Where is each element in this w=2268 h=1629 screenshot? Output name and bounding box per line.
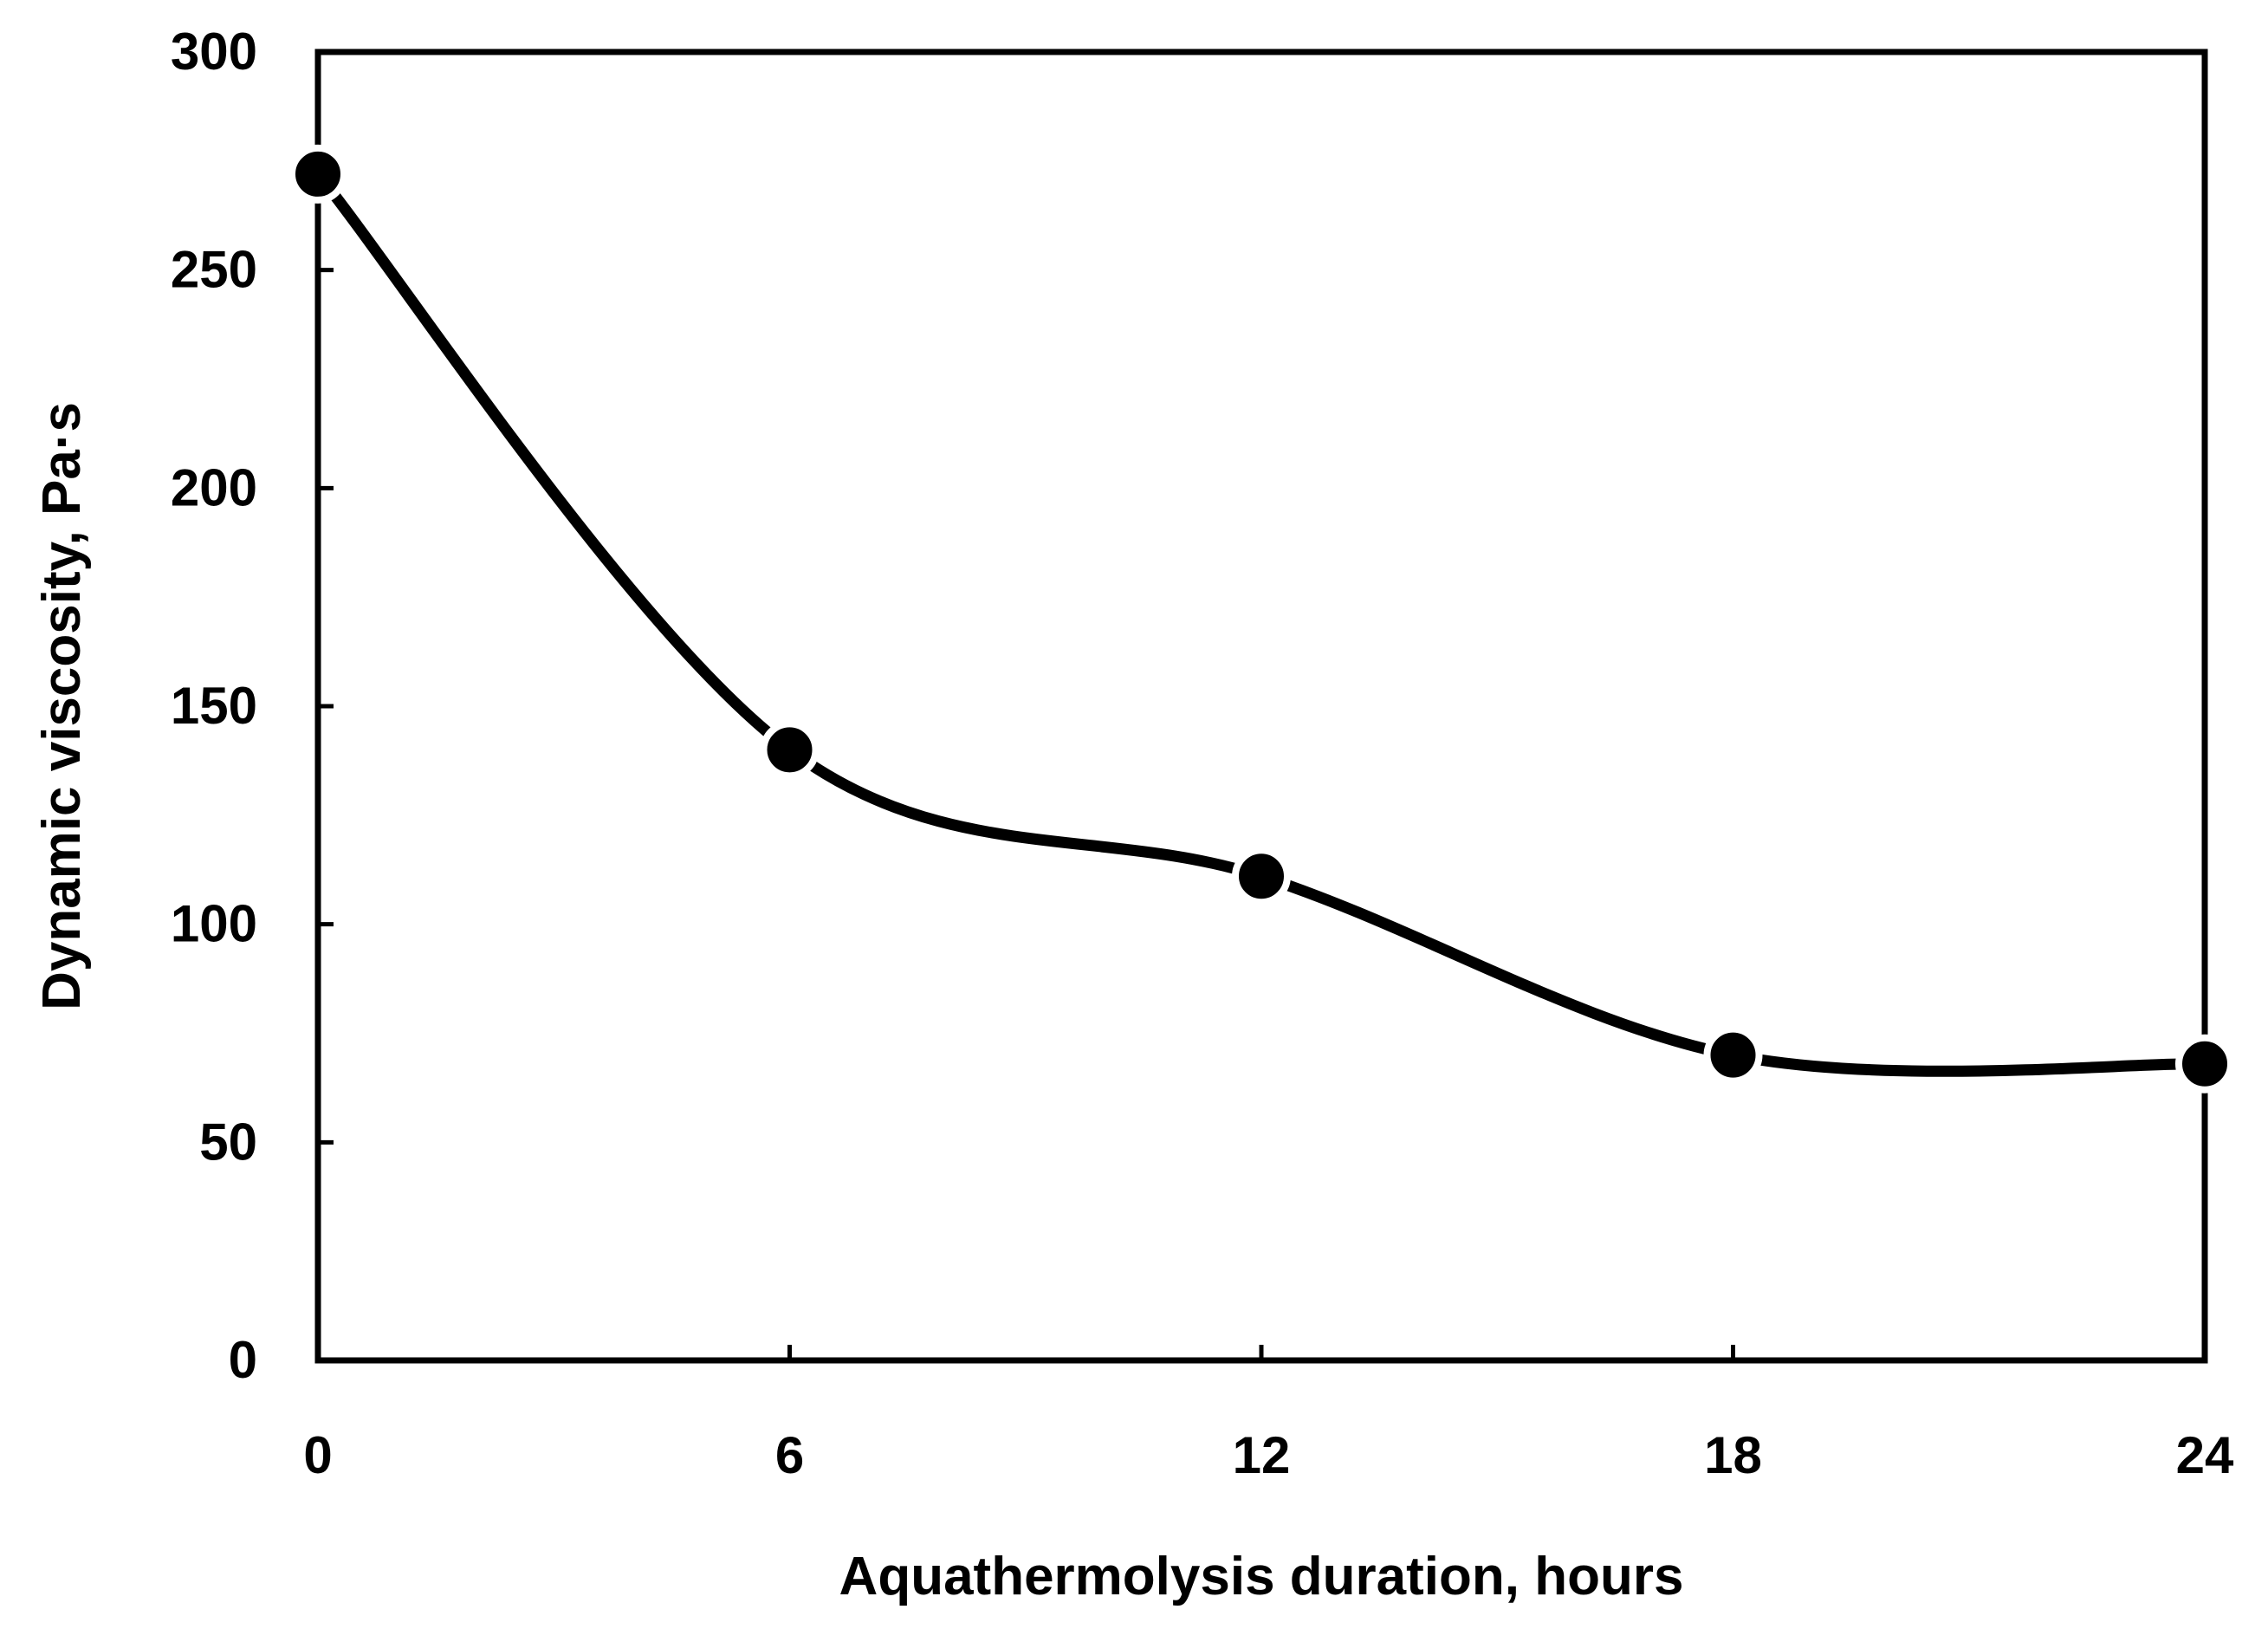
x-tick-label: 12 <box>1233 1426 1291 1484</box>
x-tick-label: 6 <box>775 1426 804 1484</box>
y-tick-label: 150 <box>171 677 257 735</box>
x-axis-title: Aquathermolysis duration, hours <box>839 1547 1684 1606</box>
y-tick-label: 0 <box>229 1331 257 1389</box>
data-point <box>2175 1034 2234 1094</box>
y-axis-title: Dynamic viscosity, Pa·s <box>32 402 92 1010</box>
x-axis-ticks: 0 6 12 18 24 <box>303 1345 2234 1484</box>
y-tick-label: 200 <box>171 458 257 516</box>
plot-area <box>314 49 2208 1364</box>
data-markers <box>288 144 2234 1094</box>
data-point <box>288 144 347 204</box>
y-tick-label: 50 <box>199 1113 257 1171</box>
x-tick-label: 24 <box>2176 1426 2234 1484</box>
y-tick-label: 300 <box>171 23 257 81</box>
data-point <box>760 720 820 780</box>
series-line <box>312 168 2211 1077</box>
y-tick-label: 250 <box>171 241 257 299</box>
data-point <box>1703 1025 1763 1085</box>
x-tick-label: 0 <box>303 1426 332 1484</box>
data-point <box>1232 847 1291 906</box>
y-tick-label: 100 <box>171 895 257 953</box>
x-tick-label: 18 <box>1704 1426 1762 1484</box>
y-axis-ticks: 0 50 100 150 200 250 300 <box>171 23 334 1389</box>
